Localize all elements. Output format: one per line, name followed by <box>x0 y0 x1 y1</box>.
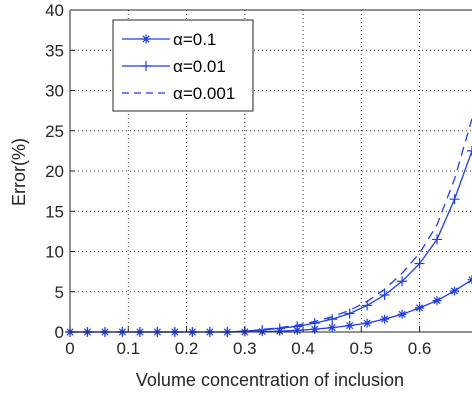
x-tick-label: 0.5 <box>349 339 373 358</box>
data-point <box>397 276 408 287</box>
x-tick-label: 0.3 <box>233 339 257 358</box>
data-point <box>141 34 151 44</box>
data-point <box>414 258 425 269</box>
x-tick-label: 0.1 <box>116 339 140 358</box>
data-point <box>397 309 407 319</box>
y-tick-label: 0 <box>55 323 64 342</box>
y-tick-label: 35 <box>45 41 64 60</box>
x-tick-label: 0.4 <box>291 339 315 358</box>
axes: 0 0.1 0.2 0.3 0.4 0.5 0.6 0 5 10 15 20 25 30 35 40 <box>45 1 472 358</box>
data-point <box>327 323 337 333</box>
data-point <box>310 324 320 334</box>
legend: α=0.1 α=0.01 α=0.001 <box>112 19 254 112</box>
data-point <box>379 289 390 300</box>
data-point <box>345 321 355 331</box>
x-axis-label: Volume concentration of inclusion <box>136 370 404 390</box>
y-tick-label: 30 <box>45 82 64 101</box>
x-tick-label: 0 <box>65 339 74 358</box>
data-point <box>362 318 372 328</box>
y-tick-label: 15 <box>45 202 64 221</box>
x-tick-label: 0.2 <box>175 339 199 358</box>
data-point <box>432 296 442 306</box>
data-point <box>432 234 443 245</box>
data-point <box>327 314 338 325</box>
y-tick-label: 5 <box>55 283 64 302</box>
legend-entry: α=0.1 <box>122 30 216 49</box>
y-tick-label: 20 <box>45 162 64 181</box>
data-point <box>309 318 320 329</box>
data-point <box>380 314 390 324</box>
legend-label: α=0.001 <box>173 84 235 103</box>
legend-label: α=0.01 <box>173 57 226 76</box>
y-tick-label: 25 <box>45 122 64 141</box>
x-tick-label: 0.6 <box>408 339 432 358</box>
data-point <box>141 61 151 71</box>
data-point <box>467 145 472 156</box>
y-axis-label: Error(%) <box>9 138 29 206</box>
legend-label: α=0.1 <box>173 30 216 49</box>
y-tick-label: 10 <box>45 243 64 262</box>
data-point <box>415 303 425 313</box>
data-point <box>344 308 355 319</box>
y-tick-label: 40 <box>45 1 64 20</box>
data-point <box>450 286 460 296</box>
data-point <box>292 321 303 332</box>
legend-entry: α=0.01 <box>122 57 226 76</box>
data-point <box>449 194 460 205</box>
legend-entry: α=0.001 <box>122 84 235 103</box>
